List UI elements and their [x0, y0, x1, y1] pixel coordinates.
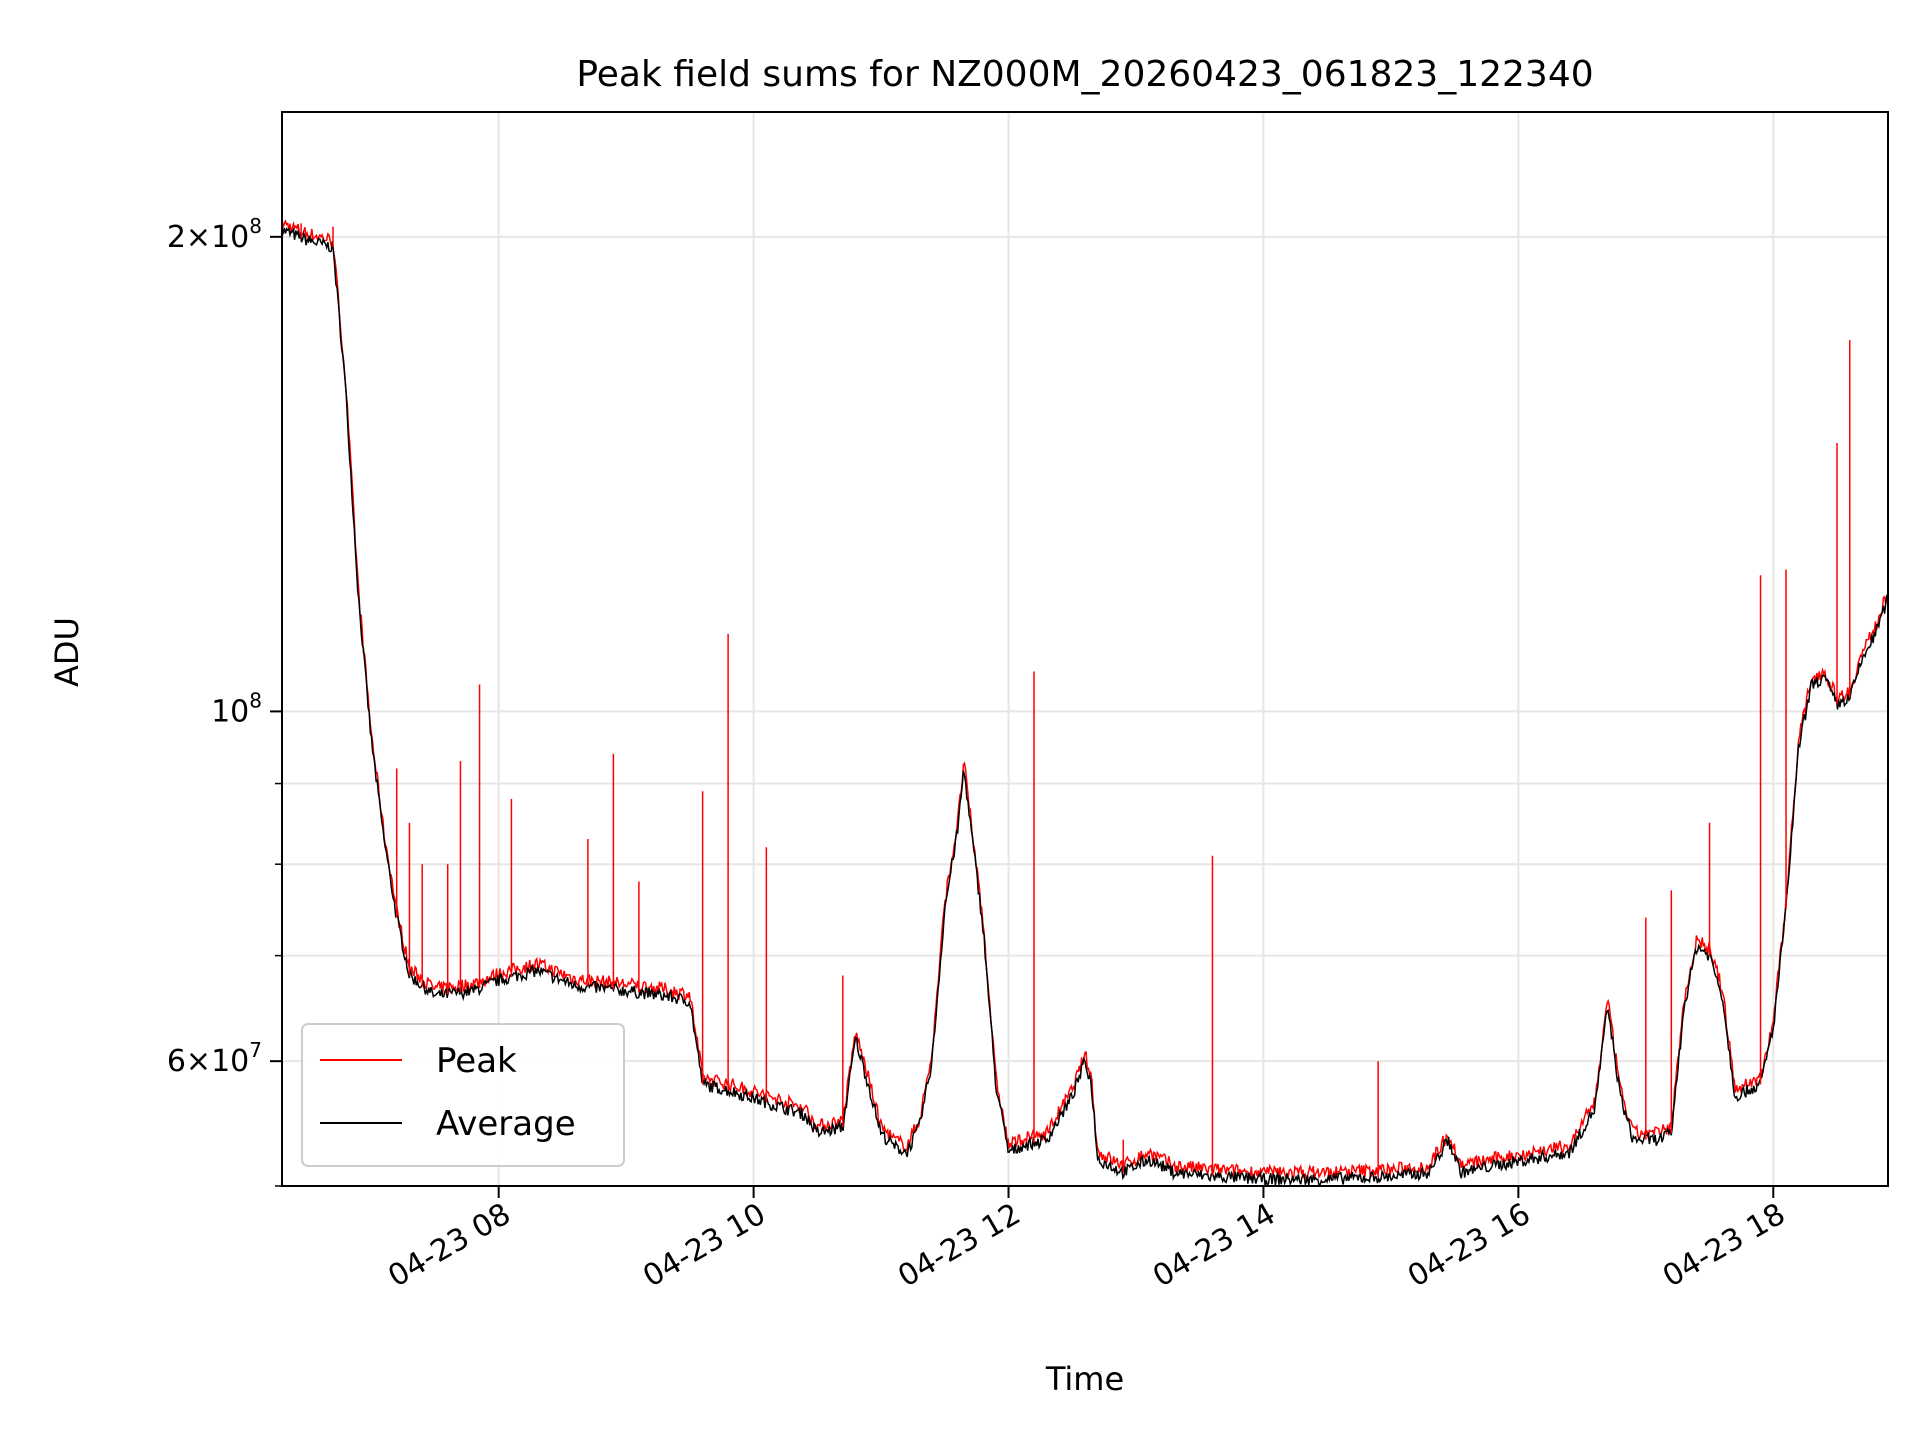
legend: Peak Average	[301, 1023, 625, 1167]
y-tick-base: 10	[211, 220, 249, 255]
plot-area-frame	[281, 111, 1889, 1187]
legend-label-average: Average	[436, 1104, 576, 1144]
x-tick-label: 04-23 10	[637, 1197, 771, 1295]
grid-lines	[282, 112, 1888, 1187]
y-axis-label: ADU	[48, 617, 86, 687]
y-tick-label: 108	[211, 688, 262, 729]
x-tick-label: 04-23 18	[1657, 1197, 1791, 1295]
y-tick-label: 6×107	[167, 1038, 262, 1079]
y-tick-label: 2×108	[167, 214, 262, 255]
x-tick-label: 04-23 12	[892, 1197, 1026, 1295]
y-tick-base: 10	[211, 1044, 249, 1079]
y-tick-exponent: 7	[249, 1038, 262, 1062]
average-series-line	[281, 226, 1889, 1188]
y-tick-exponent: 8	[249, 688, 262, 712]
y-tick-base: 2×	[167, 220, 211, 255]
peak-series-line	[281, 217, 1889, 1182]
x-axis-label: Time	[1045, 1360, 1124, 1398]
plot-series	[281, 217, 1889, 1188]
x-tick-label: 04-23 08	[382, 1197, 516, 1295]
y-tick-base: 10	[211, 694, 249, 729]
x-axis-ticks: 04-23 08 04-23 10 04-23 12 04-23 14 04-23 16…	[382, 1186, 1791, 1294]
chart-title: Peak field sums for NZ000M_20260423_0618…	[576, 54, 1593, 95]
y-tick-exponent: 8	[249, 214, 262, 238]
x-tick-label: 04-23 16	[1402, 1197, 1536, 1295]
x-tick-label: 04-23 14	[1147, 1197, 1281, 1295]
legend-label-peak: Peak	[436, 1041, 517, 1081]
y-tick-base: 6×	[167, 1044, 211, 1079]
